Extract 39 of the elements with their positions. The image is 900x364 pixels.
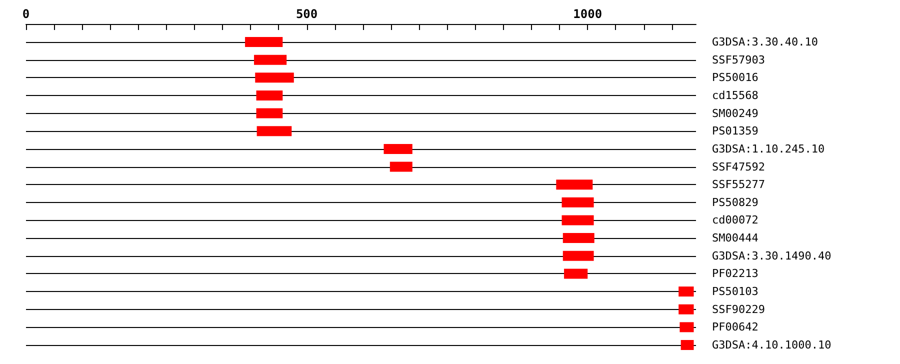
y-tick-label: G3DSA:3.30.1490.40 — [712, 249, 832, 262]
y-tick-label: SM00444 — [712, 232, 759, 245]
bar — [564, 268, 588, 279]
y-tick-label: SSF55277 — [712, 178, 765, 192]
y-tick-label: PF02213 — [712, 267, 758, 280]
y-tick-label: G3DSA:3.30.40.10 — [712, 36, 818, 48]
bar — [256, 90, 283, 100]
y-tick-label: PS50103 — [712, 285, 758, 298]
bar — [678, 304, 694, 314]
y-tick-label: SM00249 — [712, 106, 758, 120]
y-tick-label: SSF90229 — [712, 302, 765, 316]
bar — [680, 340, 694, 350]
y-tick-label: cd00072 — [712, 214, 758, 227]
x-tick-label: 1000 — [573, 7, 602, 21]
bar — [556, 180, 593, 190]
bar — [245, 37, 283, 47]
bar — [562, 197, 594, 208]
bar — [562, 233, 594, 244]
y-tick-label: PF00642 — [712, 320, 758, 334]
y-tick-label: PS01359 — [712, 124, 758, 138]
bar — [562, 250, 594, 261]
y-tick-label: G3DSA:4.10.1000.10 — [712, 338, 832, 352]
bar — [256, 108, 283, 118]
y-tick-label: G3DSA:1.10.245.10 — [712, 142, 825, 156]
bar — [256, 126, 292, 136]
bar — [384, 144, 412, 154]
y-tick-label: cd15568 — [712, 88, 758, 102]
bar — [254, 54, 287, 65]
bar — [562, 215, 594, 226]
x-tick-label: 0 — [22, 7, 30, 21]
x-tick-label: 500 — [296, 7, 318, 21]
bar — [680, 322, 694, 332]
bar — [390, 162, 412, 172]
y-tick-label: SSF57903 — [712, 53, 765, 66]
y-tick-label: PS50016 — [712, 71, 758, 84]
bar — [678, 286, 694, 297]
y-tick-label: PS50829 — [712, 196, 758, 209]
y-tick-label: SSF47592 — [712, 160, 765, 174]
bar — [255, 72, 294, 83]
